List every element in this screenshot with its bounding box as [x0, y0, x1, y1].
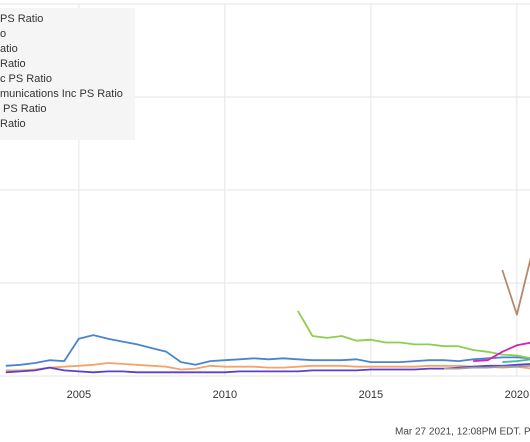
series-line: [5, 334, 530, 367]
legend-entry: c PS Ratio: [0, 73, 52, 85]
series-line: [5, 362, 530, 372]
legend-entry: PS Ratio: [0, 103, 46, 115]
series-line: [473, 341, 530, 362]
legend-entry: Ratio: [0, 118, 26, 130]
legend-entry: o: [0, 28, 6, 40]
series-line: [297, 310, 530, 359]
legend-entry: atio: [0, 43, 18, 55]
legend-entry: Ratio: [0, 58, 26, 70]
legend: PS Ratio o atio Ratio c PS Ratio munications …: [0, 13, 123, 130]
series-line: [501, 257, 530, 316]
series-line: [443, 364, 530, 370]
footer: Mar 27 2021, 12:08PM EDT. Powere: [395, 427, 530, 438]
legend-box: [0, 8, 135, 140]
legend-entry: PS Ratio: [0, 13, 43, 25]
x-tick-label: 2010: [213, 389, 237, 401]
lines: [5, 257, 530, 374]
x-tick-label: 2020: [505, 389, 529, 401]
x-tick-label: 2015: [359, 389, 383, 401]
series-line: [502, 358, 530, 363]
legend-entry: munications Inc PS Ratio: [0, 88, 123, 100]
x-axis: 2005 2010 2015 2020: [67, 389, 530, 401]
x-tick-label: 2005: [67, 389, 91, 401]
